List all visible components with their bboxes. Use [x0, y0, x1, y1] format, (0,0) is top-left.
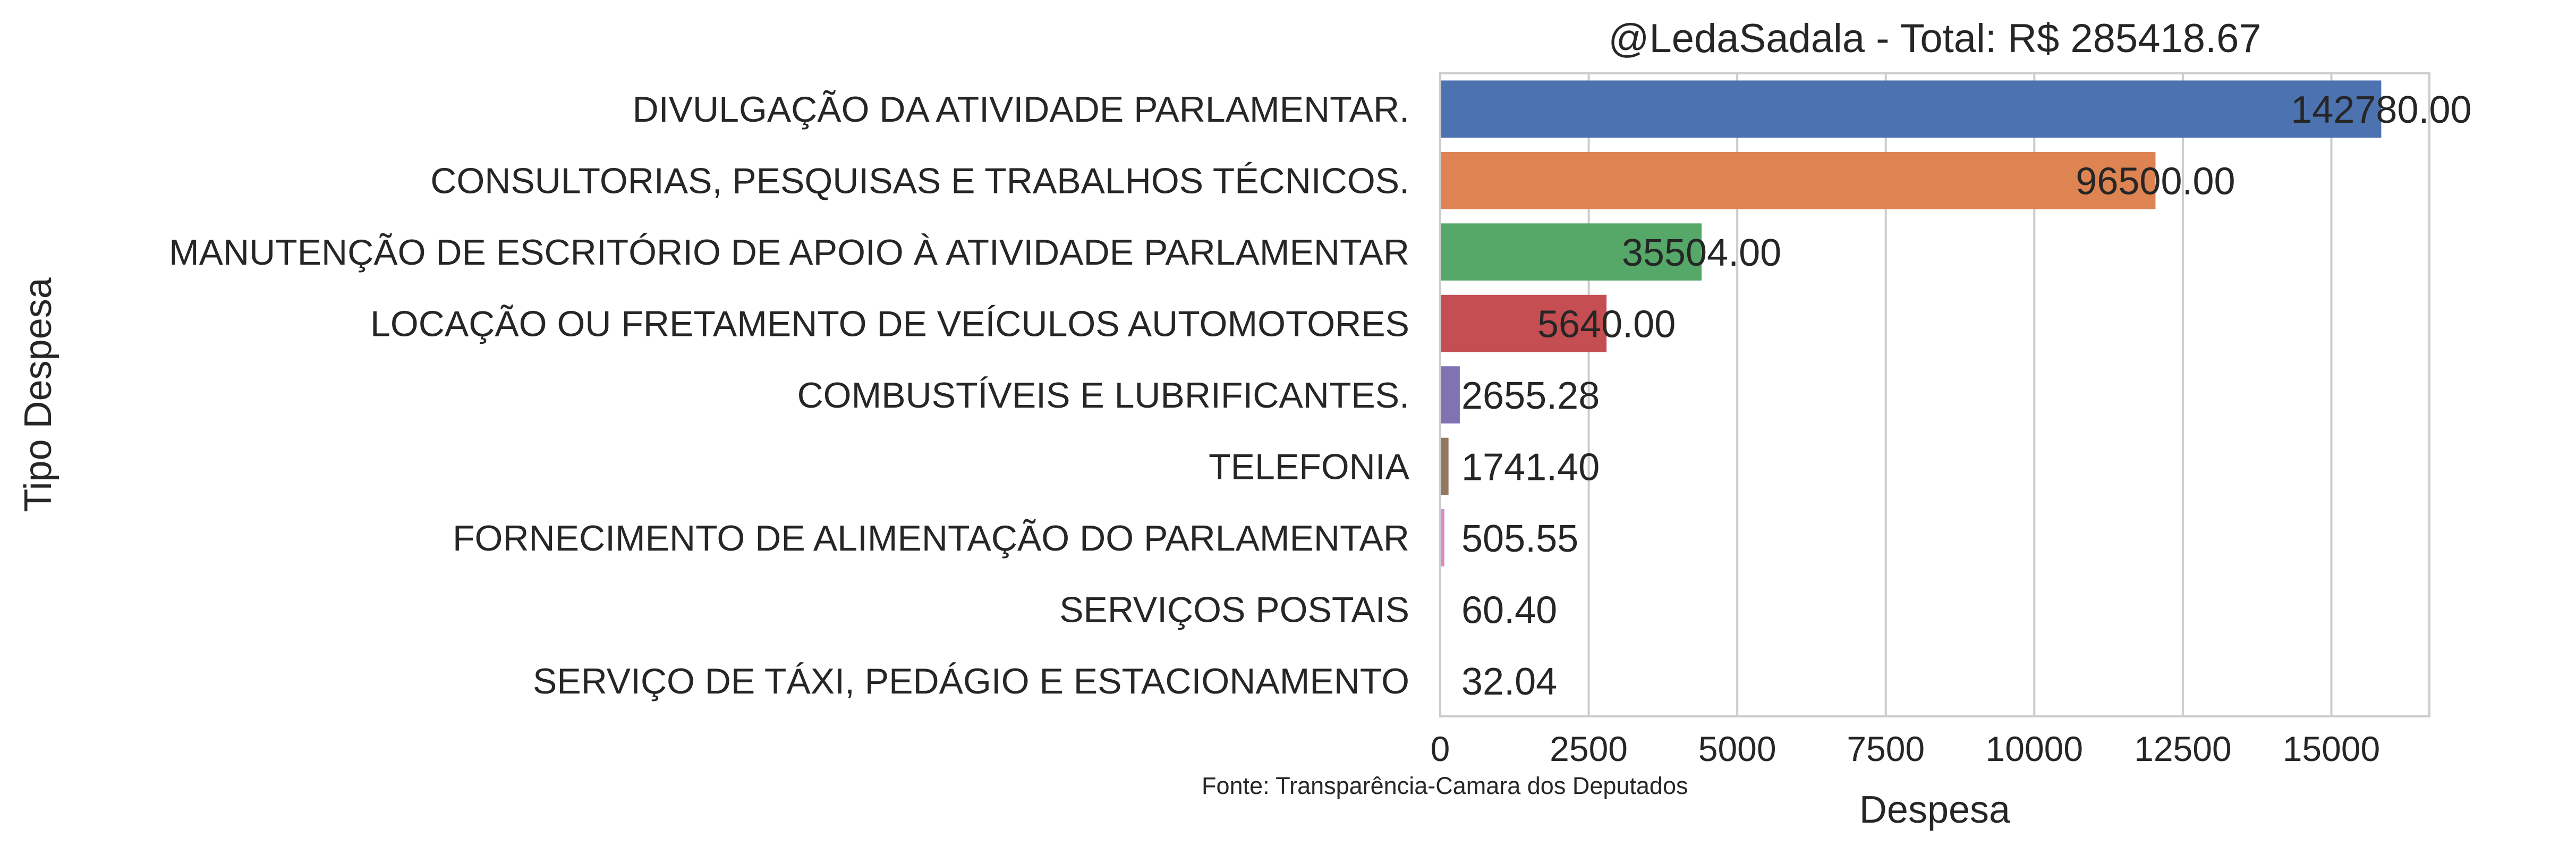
category-label: TELEFONIA: [1209, 446, 1409, 487]
value-label: 1741.40: [1461, 446, 1600, 488]
category-label: SERVIÇOS POSTAIS: [1059, 589, 1409, 630]
bar: [1440, 366, 1460, 424]
source-note: Fonte: Transparência-Camara dos Deputado…: [1202, 772, 1688, 799]
bar: [1440, 80, 2381, 138]
value-label: 5640.00: [1537, 303, 1676, 346]
x-tick-label: 2500: [1550, 729, 1628, 768]
x-tick-label: 0: [1431, 729, 1450, 768]
x-tick-label: 15000: [2283, 729, 2381, 768]
category-label: COMBUSTÍVEIS E LUBRIFICANTES.: [797, 375, 1409, 416]
bar: [1440, 438, 1449, 495]
value-label: 142780.00: [2291, 89, 2471, 131]
value-label: 2655.28: [1461, 375, 1600, 417]
value-label: 35504.00: [1622, 232, 1781, 274]
category-label: DIVULGAÇÃO DA ATIVIDADE PARLAMENTAR.: [633, 89, 1409, 130]
chart-title: @LedaSadala - Total: R$ 285418.67: [1608, 16, 2261, 61]
value-label: 96500.00: [2076, 160, 2235, 203]
x-tick-label: 12500: [2134, 729, 2232, 768]
x-tick-label: 10000: [1986, 729, 2084, 768]
y-axis-label: Tipo Despesa: [17, 277, 59, 512]
value-label: 32.04: [1461, 661, 1557, 703]
value-label: 60.40: [1461, 589, 1557, 631]
value-label: 505.55: [1461, 518, 1578, 560]
category-label: MANUTENÇÃO DE ESCRITÓRIO DE APOIO À ATIV…: [169, 232, 1409, 273]
x-tick-label: 7500: [1847, 729, 1925, 768]
category-label: SERVIÇO DE TÁXI, PEDÁGIO E ESTACIONAMENT…: [533, 661, 1409, 701]
x-axis-label: Despesa: [1859, 789, 2011, 831]
category-label: LOCAÇÃO OU FRETAMENTO DE VEÍCULOS AUTOMO…: [370, 304, 1409, 344]
x-tick-label: 5000: [1698, 729, 1776, 768]
category-label: FORNECIMENTO DE ALIMENTAÇÃO DO PARLAMENT…: [453, 518, 1409, 559]
category-label: CONSULTORIAS, PESQUISAS E TRABALHOS TÉCN…: [430, 161, 1409, 201]
bar: [1440, 152, 2155, 209]
